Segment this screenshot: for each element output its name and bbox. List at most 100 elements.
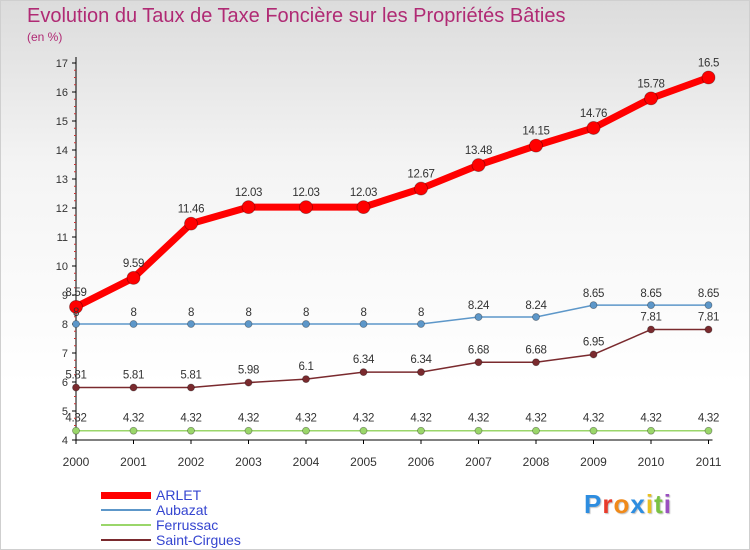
data-label-ferrussac: 4.32	[65, 413, 86, 425]
data-point-ferrussac	[589, 426, 598, 435]
data-point-arlet	[414, 181, 428, 196]
legend-label-aubazat: Aubazat	[156, 502, 208, 518]
proxiti-logo: Proxiti	[584, 489, 672, 520]
data-point-aubazat	[532, 313, 540, 321]
y-tick-label: 11	[57, 232, 68, 244]
data-point-aubazat	[359, 320, 368, 328]
logo-letter: o	[613, 489, 631, 519]
data-point-saint-cirgues	[647, 325, 655, 334]
data-point-arlet	[586, 121, 601, 135]
data-point-aubazat	[302, 320, 310, 328]
data-label-ferrussac: 4.32	[353, 413, 374, 425]
data-label-saint-cirgues: 6.68	[468, 344, 489, 356]
data-point-arlet	[241, 200, 256, 215]
y-tick-label: 4	[62, 435, 68, 447]
x-tick-label: 2007	[465, 455, 492, 469]
data-label-aubazat: 8	[418, 307, 424, 319]
x-tick-label: 2006	[408, 455, 435, 469]
x-tick-label: 2008	[523, 455, 550, 469]
y-tick-label: 13	[56, 174, 68, 186]
data-point-ferrussac	[244, 426, 253, 435]
data-point-arlet	[356, 200, 371, 215]
legend-swatch-saint-cirgues	[101, 539, 151, 541]
legend-swatch-arlet	[101, 491, 151, 499]
logo-letter: r	[602, 489, 614, 519]
data-label-saint-cirgues: 6.95	[583, 336, 604, 348]
data-label-arlet: 12.67	[407, 169, 434, 181]
data-point-ferrussac	[474, 426, 483, 435]
data-point-saint-cirgues	[129, 383, 138, 392]
data-label-aubazat: 8.65	[698, 288, 719, 300]
data-label-ferrussac: 4.32	[123, 413, 144, 425]
data-label-arlet: 13.48	[465, 145, 492, 157]
data-label-aubazat: 8	[73, 307, 79, 319]
data-point-arlet	[299, 200, 313, 215]
data-label-saint-cirgues: 6.34	[410, 354, 432, 366]
data-point-ferrussac	[187, 426, 195, 435]
x-tick-label: 2009	[580, 455, 607, 469]
data-label-saint-cirgues: 6.68	[525, 344, 546, 356]
data-label-aubazat: 8.24	[525, 300, 547, 312]
x-tick-label: 2004	[293, 455, 320, 469]
y-tick-label: 6	[62, 377, 68, 389]
logo-letter: i	[645, 489, 655, 519]
y-tick-label: 15	[56, 116, 68, 128]
legend-label-arlet: ARLET	[156, 487, 202, 503]
data-point-ferrussac	[532, 426, 540, 435]
data-label-arlet: 12.03	[235, 187, 262, 199]
data-point-saint-cirgues	[187, 383, 195, 392]
legend-swatch-aubazat	[101, 509, 151, 511]
data-label-saint-cirgues: 6.34	[353, 354, 375, 366]
y-tick-label: 17	[56, 58, 68, 70]
data-point-ferrussac	[302, 426, 310, 435]
x-tick-label: 2011	[696, 455, 722, 469]
data-point-saint-cirgues	[589, 350, 598, 359]
data-point-ferrussac	[417, 426, 425, 435]
y-tick-label: 10	[56, 261, 68, 273]
data-label-ferrussac: 4.32	[295, 413, 316, 425]
data-label-arlet: 9.59	[123, 258, 144, 270]
data-point-saint-cirgues	[244, 378, 253, 387]
data-point-ferrussac	[129, 426, 138, 435]
data-point-ferrussac	[704, 426, 713, 435]
data-point-aubazat	[129, 320, 138, 328]
data-label-saint-cirgues: 7.81	[640, 312, 661, 324]
x-tick-label: 2000	[63, 455, 90, 469]
data-label-aubazat: 8	[188, 307, 194, 319]
data-label-saint-cirgues: 6.1	[298, 361, 313, 373]
data-label-ferrussac: 4.32	[238, 413, 259, 425]
data-point-ferrussac	[647, 426, 655, 435]
logo-letter: i	[663, 489, 672, 519]
data-label-ferrussac: 4.32	[525, 413, 546, 425]
data-label-saint-cirgues: 5.98	[238, 365, 259, 377]
y-tick-label: 5	[62, 406, 68, 418]
data-point-saint-cirgues	[359, 368, 368, 377]
series-line-saint-cirgues	[75, 328, 710, 389]
y-tick-label: 8	[62, 319, 68, 331]
y-tick-label: 16	[56, 87, 68, 99]
y-tick-label: 14	[56, 145, 68, 157]
logo-letter: x	[630, 489, 646, 519]
data-point-saint-cirgues	[704, 325, 713, 334]
logo-letter: P	[584, 489, 603, 519]
data-label-ferrussac: 4.32	[180, 413, 201, 425]
data-point-saint-cirgues	[417, 368, 425, 377]
data-point-aubazat	[417, 320, 425, 328]
data-label-aubazat: 8	[130, 307, 136, 319]
data-label-arlet: 16.5	[698, 58, 719, 70]
data-label-saint-cirgues: 7.81	[698, 312, 719, 324]
data-point-saint-cirgues	[474, 358, 483, 367]
data-point-saint-cirgues	[532, 358, 540, 367]
x-tick-label: 2001	[120, 455, 147, 469]
data-point-arlet	[644, 91, 658, 106]
data-label-arlet: 8.59	[65, 287, 86, 299]
data-label-arlet: 14.15	[522, 126, 549, 138]
data-point-aubazat	[704, 301, 713, 310]
data-point-aubazat	[474, 313, 483, 321]
data-point-aubazat	[647, 301, 655, 310]
series-line-arlet	[72, 74, 712, 311]
data-label-saint-cirgues: 5.81	[180, 370, 201, 382]
